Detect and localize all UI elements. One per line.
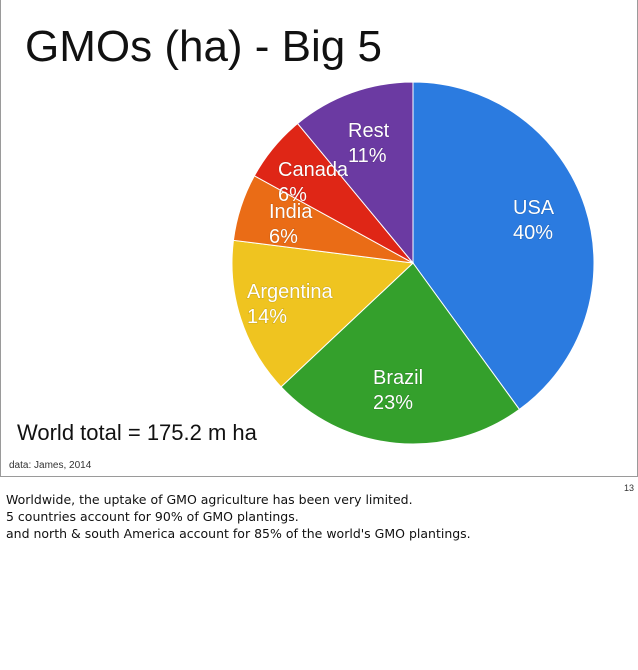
pie-slice-usa xyxy=(412,81,595,411)
note-line-3: and north & south America account for 85… xyxy=(6,526,471,541)
pie-chart: USA40%Brazil23%Argentina14%India6%Canada… xyxy=(231,81,595,445)
slice-label-usa: USA xyxy=(513,197,555,219)
slice-label-argentina: Argentina xyxy=(247,281,333,303)
slice-value-brazil: 23% xyxy=(373,392,413,414)
slice-label-canada: Canada xyxy=(278,159,349,181)
world-total-label: World total = 175.2 m ha xyxy=(17,420,257,445)
slice-value-rest: 11% xyxy=(348,145,387,167)
note-line-2: 5 countries account for 90% of GMO plant… xyxy=(6,509,299,524)
data-source-label: data: James, 2014 xyxy=(9,460,92,471)
note-line-1: Worldwide, the uptake of GMO agriculture… xyxy=(6,492,413,507)
slice-value-usa: 40% xyxy=(513,222,553,244)
slice-label-rest: Rest xyxy=(348,120,390,142)
pie-slice-argentina xyxy=(231,239,415,388)
slice-value-india: 6% xyxy=(269,226,298,248)
pie-slice-rest xyxy=(296,81,414,265)
pie-slice-brazil xyxy=(280,262,521,445)
chart-title: GMOs (ha) - Big 5 xyxy=(25,22,382,71)
slice-label-india: India xyxy=(269,201,313,223)
page-number: 13 xyxy=(623,483,634,493)
slice-label-brazil: Brazil xyxy=(373,367,423,389)
slice-value-argentina: 14% xyxy=(247,306,287,328)
speaker-notes: Worldwide, the uptake of GMO agriculture… xyxy=(6,491,626,542)
slice-value-canada: 6% xyxy=(278,184,307,206)
slide: GMOs (ha) - Big 5 USA 40% Brazil 23% Argenti… xyxy=(0,0,638,477)
